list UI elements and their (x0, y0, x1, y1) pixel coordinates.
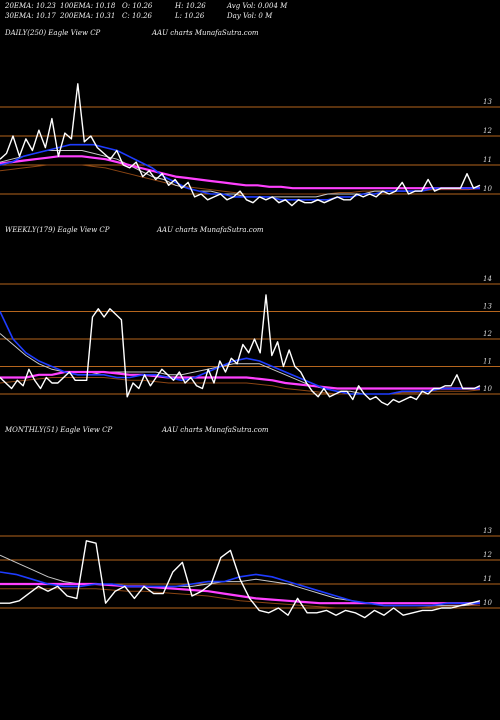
monthly-ema-slow-line (0, 582, 480, 605)
close-readout: C: 10.26 (122, 12, 152, 20)
ema200-readout: 200EMA: 10.31 (60, 12, 116, 20)
monthly-ema-long-line (0, 588, 480, 609)
daily-ytick-13: 13 (483, 98, 492, 106)
weekly-ema-slow-line (0, 370, 480, 390)
daily-panel-credit: AAU charts MunafaSutra.com (152, 29, 259, 37)
weekly-ema-long-line (0, 377, 481, 395)
daily-ema-fast-line (0, 143, 480, 201)
monthly-panel-credit: AAU charts MunafaSutra.com (162, 426, 269, 434)
weekly-ytick-14: 14 (483, 275, 492, 283)
daily-ytick-12: 12 (483, 127, 492, 135)
monthly-ytick-11: 11 (483, 575, 492, 583)
high-readout: H: 10.26 (175, 2, 206, 10)
ema30-readout: 30EMA: 10.17 (5, 12, 56, 20)
low-readout: L: 10.26 (175, 12, 205, 20)
monthly-ytick-10: 10 (483, 599, 492, 607)
weekly-ema-mid-line (0, 333, 480, 395)
monthly-ytick-12: 12 (483, 551, 492, 559)
weekly-panel-label: WEEKLY(179) Eagle View CP (5, 226, 110, 234)
weekly-ytick-10: 10 (483, 385, 492, 393)
open-readout: O: 10.26 (122, 2, 153, 10)
monthly-ema-fast-line (0, 571, 480, 607)
dayvol-readout: Day Vol: 0 M (227, 12, 273, 20)
weekly-ytick-13: 13 (483, 303, 492, 311)
avgvol-readout: Avg Vol: 0.004 M (227, 2, 288, 10)
monthly-price-line (0, 540, 481, 619)
daily-ema-long-line (0, 164, 481, 195)
daily-ema-mid-line (0, 150, 480, 198)
weekly-price-line (0, 294, 481, 406)
weekly-ytick-12: 12 (483, 330, 492, 338)
monthly-panel-label: MONTHLY(51) Eagle View CP (5, 426, 113, 434)
monthly-ytick-13: 13 (483, 527, 492, 535)
ema100-readout: 100EMA: 10.18 (60, 2, 116, 10)
weekly-ema-fast-line (0, 311, 480, 395)
ema20-readout: 20EMA: 10.23 (5, 2, 56, 10)
daily-ytick-10: 10 (483, 185, 492, 193)
weekly-ytick-11: 11 (483, 358, 492, 366)
daily-ytick-11: 11 (483, 156, 492, 164)
weekly-panel-credit: AAU charts MunafaSutra.com (157, 226, 264, 234)
daily-panel-label: DAILY(250) Eagle View CP (5, 29, 101, 37)
daily-price-line (0, 83, 481, 207)
daily-ema-slow-line (0, 155, 480, 190)
